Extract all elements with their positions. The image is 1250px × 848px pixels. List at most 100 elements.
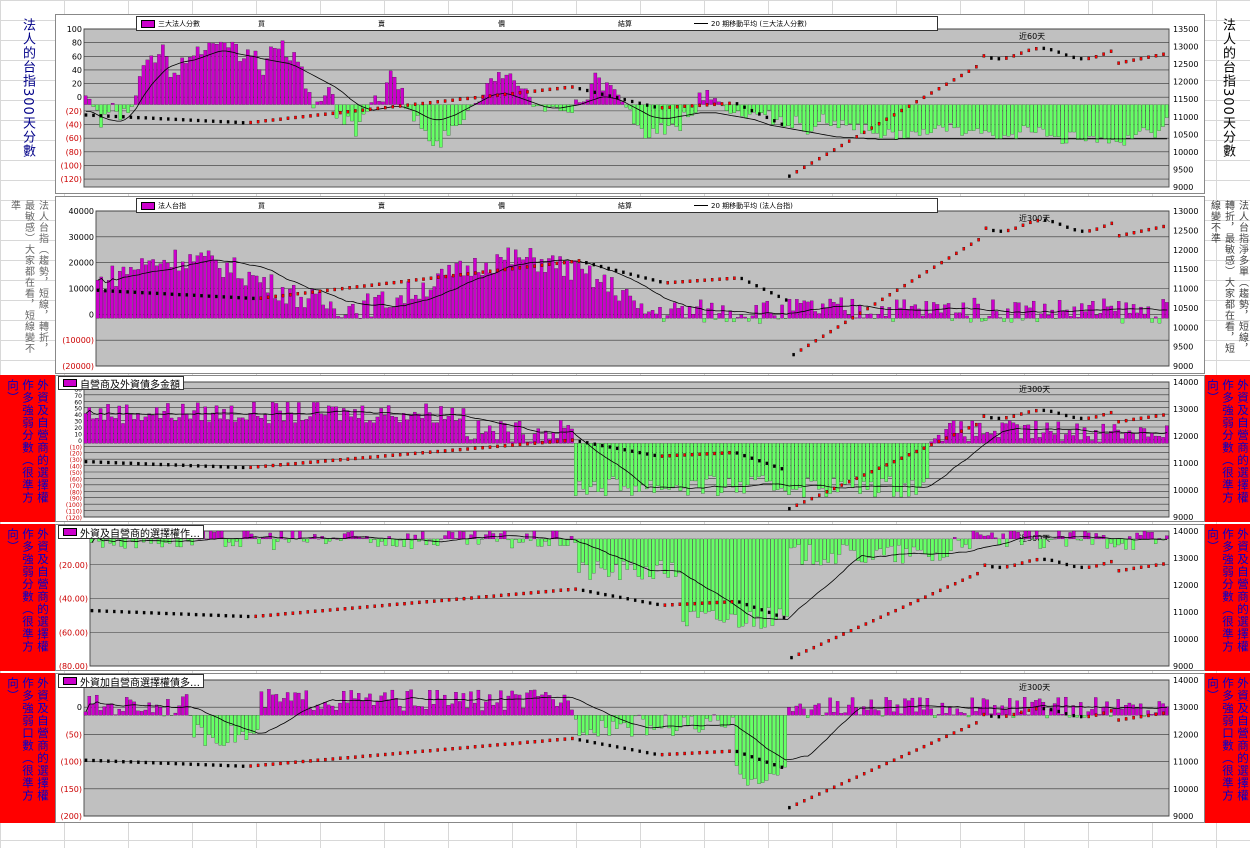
bar [562, 694, 567, 716]
price-candle [688, 279, 692, 283]
price-candle [514, 592, 518, 596]
price-candle [167, 463, 170, 467]
bar [970, 420, 974, 444]
bar [423, 104, 428, 131]
price-candle [226, 465, 230, 469]
bar [955, 433, 960, 444]
price-candle [165, 611, 168, 616]
bar [826, 538, 830, 563]
bar [140, 711, 144, 716]
bar [112, 538, 116, 546]
bar [1165, 104, 1169, 118]
bar [852, 104, 856, 131]
bar [290, 530, 295, 540]
bar [718, 538, 723, 621]
price-candle [645, 750, 649, 755]
bar [630, 715, 634, 737]
bar [315, 402, 320, 444]
bar [592, 538, 596, 574]
bar [673, 302, 677, 319]
price-candle [309, 114, 312, 118]
bar [226, 715, 230, 743]
bar [1083, 104, 1088, 142]
bar [1154, 316, 1158, 319]
bar [605, 82, 609, 105]
price-candle [915, 748, 918, 752]
bar [791, 443, 795, 490]
bar [502, 423, 507, 444]
bar [856, 538, 860, 561]
bar [566, 538, 570, 546]
price-candle [1057, 50, 1060, 54]
price-candle [870, 126, 873, 130]
price-candle [1124, 59, 1128, 64]
bar [465, 707, 469, 716]
bar [789, 538, 793, 549]
bar [898, 307, 903, 319]
bar [219, 41, 223, 105]
bar [873, 443, 877, 498]
bar [1165, 425, 1169, 444]
price-candle [1072, 564, 1076, 569]
price-candle [1072, 415, 1075, 420]
price-candle [518, 442, 522, 447]
price-candle [321, 609, 324, 613]
legend-item: 結算 [618, 19, 632, 28]
bar [357, 693, 361, 716]
bar [1127, 430, 1132, 444]
bar [1094, 430, 1098, 444]
price-candle [403, 602, 406, 606]
bar [1105, 306, 1110, 319]
bar [130, 104, 134, 107]
bar [303, 307, 307, 319]
bar [253, 537, 257, 540]
bar [577, 538, 581, 573]
price-candle [1117, 569, 1121, 573]
bar [832, 712, 836, 716]
bar [963, 713, 967, 716]
bar [761, 715, 765, 783]
price-candle [690, 751, 694, 755]
price-candle [1094, 415, 1098, 419]
bar [285, 402, 290, 444]
price-candle [1035, 408, 1038, 413]
price-candle [144, 462, 148, 466]
bar [865, 709, 870, 716]
bar [888, 700, 892, 716]
bar [917, 308, 921, 319]
bar [510, 264, 514, 319]
price-candle [886, 612, 890, 616]
bar [272, 538, 276, 550]
bar [809, 709, 814, 716]
bar [514, 422, 518, 444]
bar [793, 538, 797, 548]
bar [824, 443, 829, 497]
price-candle [152, 761, 155, 765]
bar [431, 104, 435, 146]
price-candle [239, 614, 243, 618]
bar [981, 698, 986, 716]
price-candle [1029, 220, 1032, 225]
bar [1142, 313, 1147, 319]
bar [323, 415, 327, 444]
price-candle [473, 446, 477, 450]
bar [140, 420, 144, 444]
chart-svg: 0.00(20.00)(40.00)(60.00)(80.00)14000130… [59, 527, 1199, 670]
price-candle [847, 480, 851, 484]
price-candle [361, 754, 365, 759]
bar [257, 538, 261, 544]
bar [641, 443, 645, 485]
price-candle [366, 605, 369, 609]
price-candle [803, 799, 806, 803]
price-candle [152, 116, 155, 120]
bar [373, 95, 377, 105]
bar [830, 538, 834, 554]
bar [680, 306, 684, 319]
bar [543, 272, 547, 319]
bar [606, 291, 610, 319]
bar [828, 697, 832, 716]
bar [791, 711, 795, 716]
bar [727, 715, 731, 726]
bar [596, 715, 600, 737]
bar [366, 293, 370, 319]
